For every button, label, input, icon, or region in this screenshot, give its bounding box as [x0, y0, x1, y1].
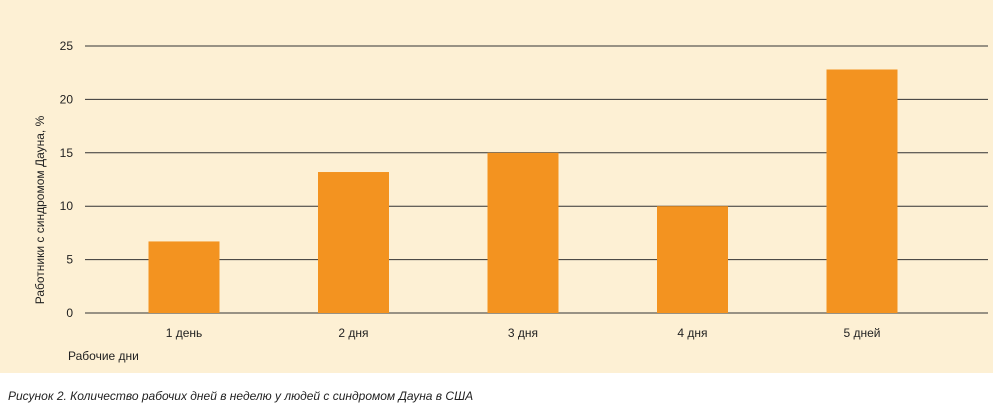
bar-3 [487, 152, 559, 313]
bar-chart: 0 5 10 15 20 25 1 день 2 дня 3 дня 4 дня 5 дней Р… [33, 39, 988, 363]
x-tick-labels: 1 день 2 дня 3 дня 4 дня 5 дней [166, 326, 881, 340]
x-tick-label: 3 дня [508, 326, 538, 340]
x-tick-label: 1 день [166, 326, 203, 340]
y-tick-label: 25 [60, 39, 74, 53]
chart-panel: 0 5 10 15 20 25 1 день 2 дня 3 дня 4 дня 5 дней Р… [0, 0, 993, 373]
y-tick-label: 5 [66, 253, 73, 267]
bar-1 [148, 241, 220, 313]
figure-caption: Рисунок 2. Количество рабочих дней в нед… [8, 389, 474, 403]
x-tick-label: 4 дня [677, 326, 707, 340]
bar-4 [657, 206, 728, 313]
y-tick-label: 20 [60, 92, 74, 106]
bar-2 [318, 172, 389, 313]
x-tick-label: 2 дня [338, 326, 368, 340]
y-tick-labels: 0 5 10 15 20 25 [60, 39, 74, 320]
bars [148, 69, 898, 313]
x-tick-label: 5 дней [843, 326, 880, 340]
y-axis-label: Работники с синдромом Дауна, % [33, 115, 47, 304]
x-axis-label: Рабочие дни [68, 349, 139, 363]
y-tick-label: 15 [60, 146, 74, 160]
y-tick-label: 0 [66, 306, 73, 320]
bar-5 [826, 69, 898, 313]
y-tick-label: 10 [60, 199, 74, 213]
